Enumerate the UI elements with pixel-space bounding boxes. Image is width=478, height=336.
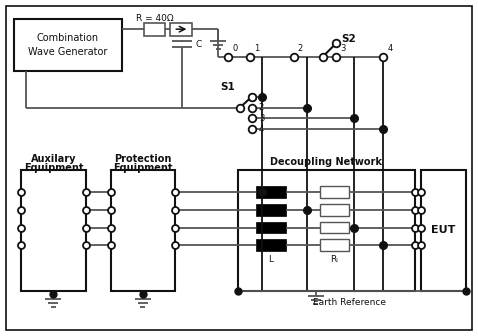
- Text: Wave Generator: Wave Generator: [28, 47, 108, 57]
- Bar: [319, 240, 349, 251]
- Bar: [319, 221, 349, 234]
- Text: 2: 2: [259, 103, 264, 112]
- Bar: [421, 170, 466, 291]
- Bar: [238, 170, 415, 291]
- Text: 3: 3: [340, 43, 346, 52]
- Text: C: C: [195, 40, 202, 48]
- Bar: [170, 23, 192, 36]
- Bar: [111, 170, 175, 291]
- Text: Protection: Protection: [114, 154, 172, 164]
- Bar: [319, 186, 349, 198]
- Bar: [256, 186, 286, 198]
- Text: 1: 1: [259, 92, 264, 101]
- Text: Equipment: Equipment: [24, 163, 83, 173]
- Bar: [256, 240, 286, 251]
- Text: R = 40Ω: R = 40Ω: [136, 14, 174, 23]
- Text: Equipment: Equipment: [113, 163, 173, 173]
- Text: 1: 1: [254, 43, 259, 52]
- Text: S2: S2: [341, 34, 356, 44]
- Bar: [22, 170, 86, 291]
- Bar: [319, 204, 349, 216]
- Text: 4: 4: [387, 43, 392, 52]
- Bar: [256, 221, 286, 234]
- Text: Rₗ: Rₗ: [331, 255, 338, 264]
- Text: Combination: Combination: [37, 33, 99, 43]
- Text: Earth Reference: Earth Reference: [313, 298, 386, 307]
- Text: 2: 2: [298, 43, 303, 52]
- Bar: [143, 23, 165, 36]
- Text: L: L: [268, 255, 273, 264]
- Text: 0: 0: [232, 43, 237, 52]
- Text: Decoupling Network: Decoupling Network: [271, 157, 382, 167]
- Text: S1: S1: [220, 82, 235, 92]
- Bar: [14, 19, 122, 71]
- Text: 4: 4: [259, 125, 264, 134]
- Bar: [256, 204, 286, 216]
- Text: Auxilary: Auxilary: [31, 154, 76, 164]
- Text: 3: 3: [259, 114, 264, 123]
- Text: EUT: EUT: [431, 225, 456, 236]
